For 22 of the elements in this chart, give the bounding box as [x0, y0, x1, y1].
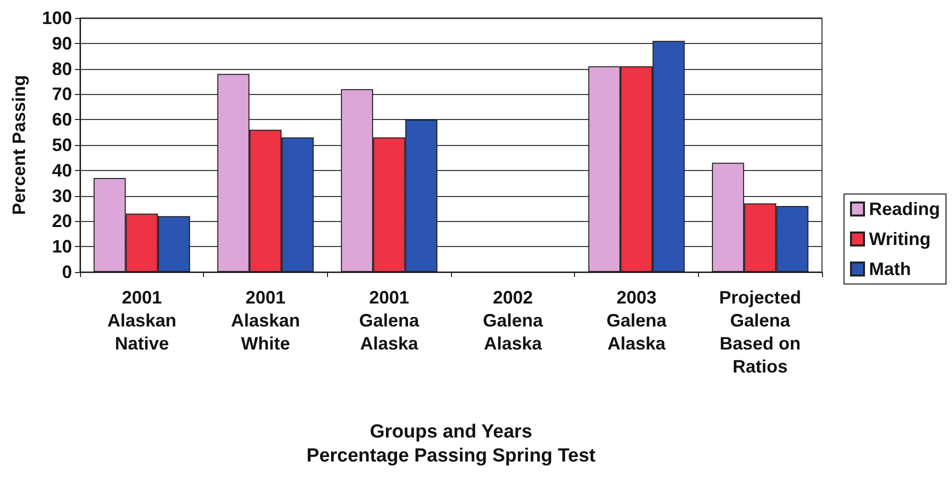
y-tick-label: 60	[52, 110, 72, 130]
y-tick-label: 40	[52, 160, 72, 180]
y-tick-label: 70	[52, 84, 72, 104]
x-tick-label: 2001 Alaskan Native	[107, 288, 176, 354]
y-tick-label: 90	[52, 33, 72, 54]
x-tick-label: Projected Galena Based on Ratios	[719, 288, 802, 376]
x-tick-label: 2001 Alaskan White	[230, 288, 300, 354]
x-tick-label: 2001 Galena Alaska	[359, 288, 420, 354]
legend-label: Writing	[868, 229, 931, 249]
y-axis-title: Percent Passing	[9, 74, 29, 216]
legend-label: Reading	[868, 199, 940, 219]
x-tick-label: 2003 Galena Alaska	[606, 288, 668, 354]
y-tick-label: 0	[62, 262, 72, 282]
legend-label: Math	[868, 259, 911, 279]
y-tick-label: 20	[52, 211, 72, 232]
x-tick-label: 2002 Galena Alaska	[482, 288, 544, 354]
y-tick-label: 30	[52, 186, 72, 206]
y-tick-label: 10	[52, 236, 72, 257]
x-axis-title: Groups and Years Percentage Passing Spring Test	[306, 422, 596, 466]
y-tick-label: 50	[52, 135, 72, 155]
y-tick-label: 80	[52, 58, 72, 79]
y-tick-label: 100	[42, 8, 72, 28]
